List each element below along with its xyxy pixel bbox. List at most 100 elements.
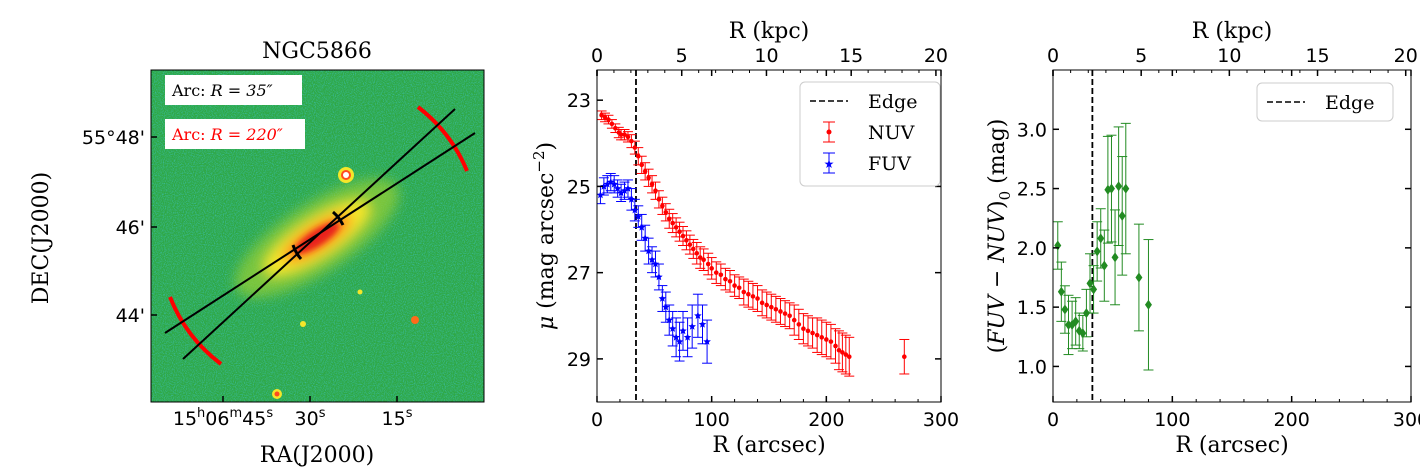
data-point-nuv — [684, 234, 695, 255]
y-tick-label: 3.0 — [1017, 119, 1047, 141]
data-point-nuv — [789, 304, 800, 336]
data-point-nuv — [775, 298, 786, 325]
top-tick-label: 15 — [839, 45, 863, 67]
arc-35-label: Arc: R = 35″ — [171, 81, 273, 100]
data-point-nuv — [816, 319, 827, 356]
data-point-nuv — [664, 208, 675, 229]
data-point-nuv — [600, 112, 611, 123]
data-point-nuv — [678, 226, 688, 246]
dec-tick-label: 55°48' — [82, 127, 145, 149]
data-point-nuv — [706, 257, 717, 280]
data-point-nuv — [793, 308, 804, 340]
data-point-nuv — [698, 248, 709, 271]
data-point-nuv — [798, 313, 809, 345]
color-data-marks — [1053, 70, 1154, 402]
sb-data-marks — [597, 70, 910, 402]
data-point-fuv — [697, 304, 708, 345]
data-point-nuv — [636, 155, 647, 174]
sb-legend: Edge NUV ★ FUV — [799, 81, 941, 187]
data-point-fuv — [636, 213, 647, 241]
image-title: NGC5866 — [262, 39, 372, 64]
arc-35-lower — [291, 244, 303, 260]
data-point-fuv-nuv — [1106, 134, 1117, 243]
data-point-nuv — [622, 131, 633, 143]
data-point-nuv — [657, 196, 668, 215]
data-point-nuv — [812, 317, 823, 353]
ra-tick-label: 30s — [295, 406, 326, 430]
data-point-nuv — [743, 280, 754, 308]
surface-brightness-panel: 0 100 200 300 0 5 10 15 20 23 25 27 29 R (arcsec) R … — [530, 19, 959, 458]
x-tick-label: 100 — [1154, 409, 1190, 431]
galaxy-image: Arc: R = 35″ Arc: R = 220″ — [151, 70, 484, 402]
data-point-nuv — [780, 300, 791, 328]
x-tick-label: 200 — [808, 409, 844, 431]
y-tick-label: 1.0 — [1017, 356, 1047, 378]
sb-x-axis-label: R (arcsec) — [712, 433, 825, 458]
data-point-nuv — [784, 302, 795, 330]
data-point-fuv — [667, 310, 678, 347]
data-point-nuv — [844, 336, 855, 377]
top-tick-label: 15 — [1305, 45, 1329, 67]
data-point-nuv — [821, 321, 832, 358]
data-point-fuv-nuv — [1143, 239, 1154, 371]
y-tick-label: 29 — [567, 349, 591, 371]
data-point-fuv — [612, 179, 623, 198]
data-point-fuv-nuv — [1077, 314, 1088, 352]
y-tick-label: 23 — [567, 90, 591, 112]
data-point-fuv — [682, 317, 693, 358]
top-tick-label: 5 — [1135, 45, 1147, 67]
top-tick-label: 0 — [591, 45, 603, 67]
data-point-nuv — [729, 274, 740, 297]
arc-35-upper — [331, 210, 345, 226]
color-top-axis-label: R (kpc) — [1192, 19, 1272, 44]
data-point-nuv — [899, 338, 910, 375]
ra-tick-label: 15h06m45s — [173, 406, 273, 430]
dec-tick-label: 46' — [116, 217, 145, 239]
top-tick-label: 10 — [1217, 45, 1241, 67]
x-tick-label: 200 — [1274, 409, 1310, 431]
image-frame — [150, 69, 485, 403]
x-tick-label: 300 — [1393, 409, 1420, 431]
y-tick-label: 1.5 — [1017, 297, 1047, 319]
y-tick-label: 2.0 — [1017, 238, 1047, 260]
data-point-fuv-nuv — [1120, 122, 1131, 255]
data-point-nuv — [703, 252, 714, 276]
legend-fuv-label: FUV — [868, 153, 911, 175]
data-point-fuv — [702, 319, 713, 364]
data-point-nuv — [761, 291, 772, 319]
color-profile-panel: 0 100 200 300 0 5 10 15 20 1.0 1.5 2.0 2.5 3.0 R (arc… — [985, 19, 1420, 458]
data-point-nuv — [647, 175, 658, 194]
color-plot-frame — [1052, 69, 1412, 403]
image-y-axis-label: DEC(J2000) — [29, 172, 54, 305]
color-ticks: 0 100 200 300 0 5 10 15 20 1.0 1.5 2.0 2.5 3.0 — [1017, 45, 1420, 431]
data-point-fuv-nuv — [1133, 223, 1144, 332]
x-tick-label: 100 — [694, 409, 730, 431]
data-point-nuv — [802, 315, 813, 347]
data-point-nuv — [734, 276, 745, 300]
dec-tick-label: 44' — [116, 305, 145, 327]
legend-nuv-label: NUV — [868, 122, 915, 144]
sb-top-axis-label: R (kpc) — [729, 19, 809, 44]
data-point-nuv — [667, 213, 678, 234]
data-point-fuv-nuv — [1059, 285, 1070, 334]
color-y-axis-label: (FUV − NUV)0 (mag) — [985, 119, 1014, 354]
arc-220-label: Arc: R = 220″ — [171, 125, 283, 144]
y-tick-label: 27 — [567, 263, 591, 285]
ra-tick-label: 15s — [382, 406, 413, 430]
profile-line-2 — [182, 108, 456, 360]
data-point-nuv — [725, 269, 736, 293]
galaxy-image-panel: NGC5866 — [29, 39, 485, 468]
top-tick-label: 0 — [1047, 45, 1059, 67]
color-legend: Edge — [1256, 82, 1394, 122]
data-point-nuv — [619, 129, 630, 141]
data-point-nuv — [738, 278, 749, 306]
x-tick-label: 0 — [591, 409, 603, 431]
arc-220-upper — [416, 105, 469, 172]
legend-edge-label: Edge — [1325, 92, 1374, 114]
data-point-nuv — [766, 293, 777, 321]
data-point-fuv-nuv — [1099, 229, 1110, 302]
data-point-nuv — [757, 289, 768, 317]
sb-ticks: 0 100 200 300 0 5 10 15 20 23 25 27 29 — [567, 45, 959, 431]
top-tick-label: 20 — [924, 45, 948, 67]
